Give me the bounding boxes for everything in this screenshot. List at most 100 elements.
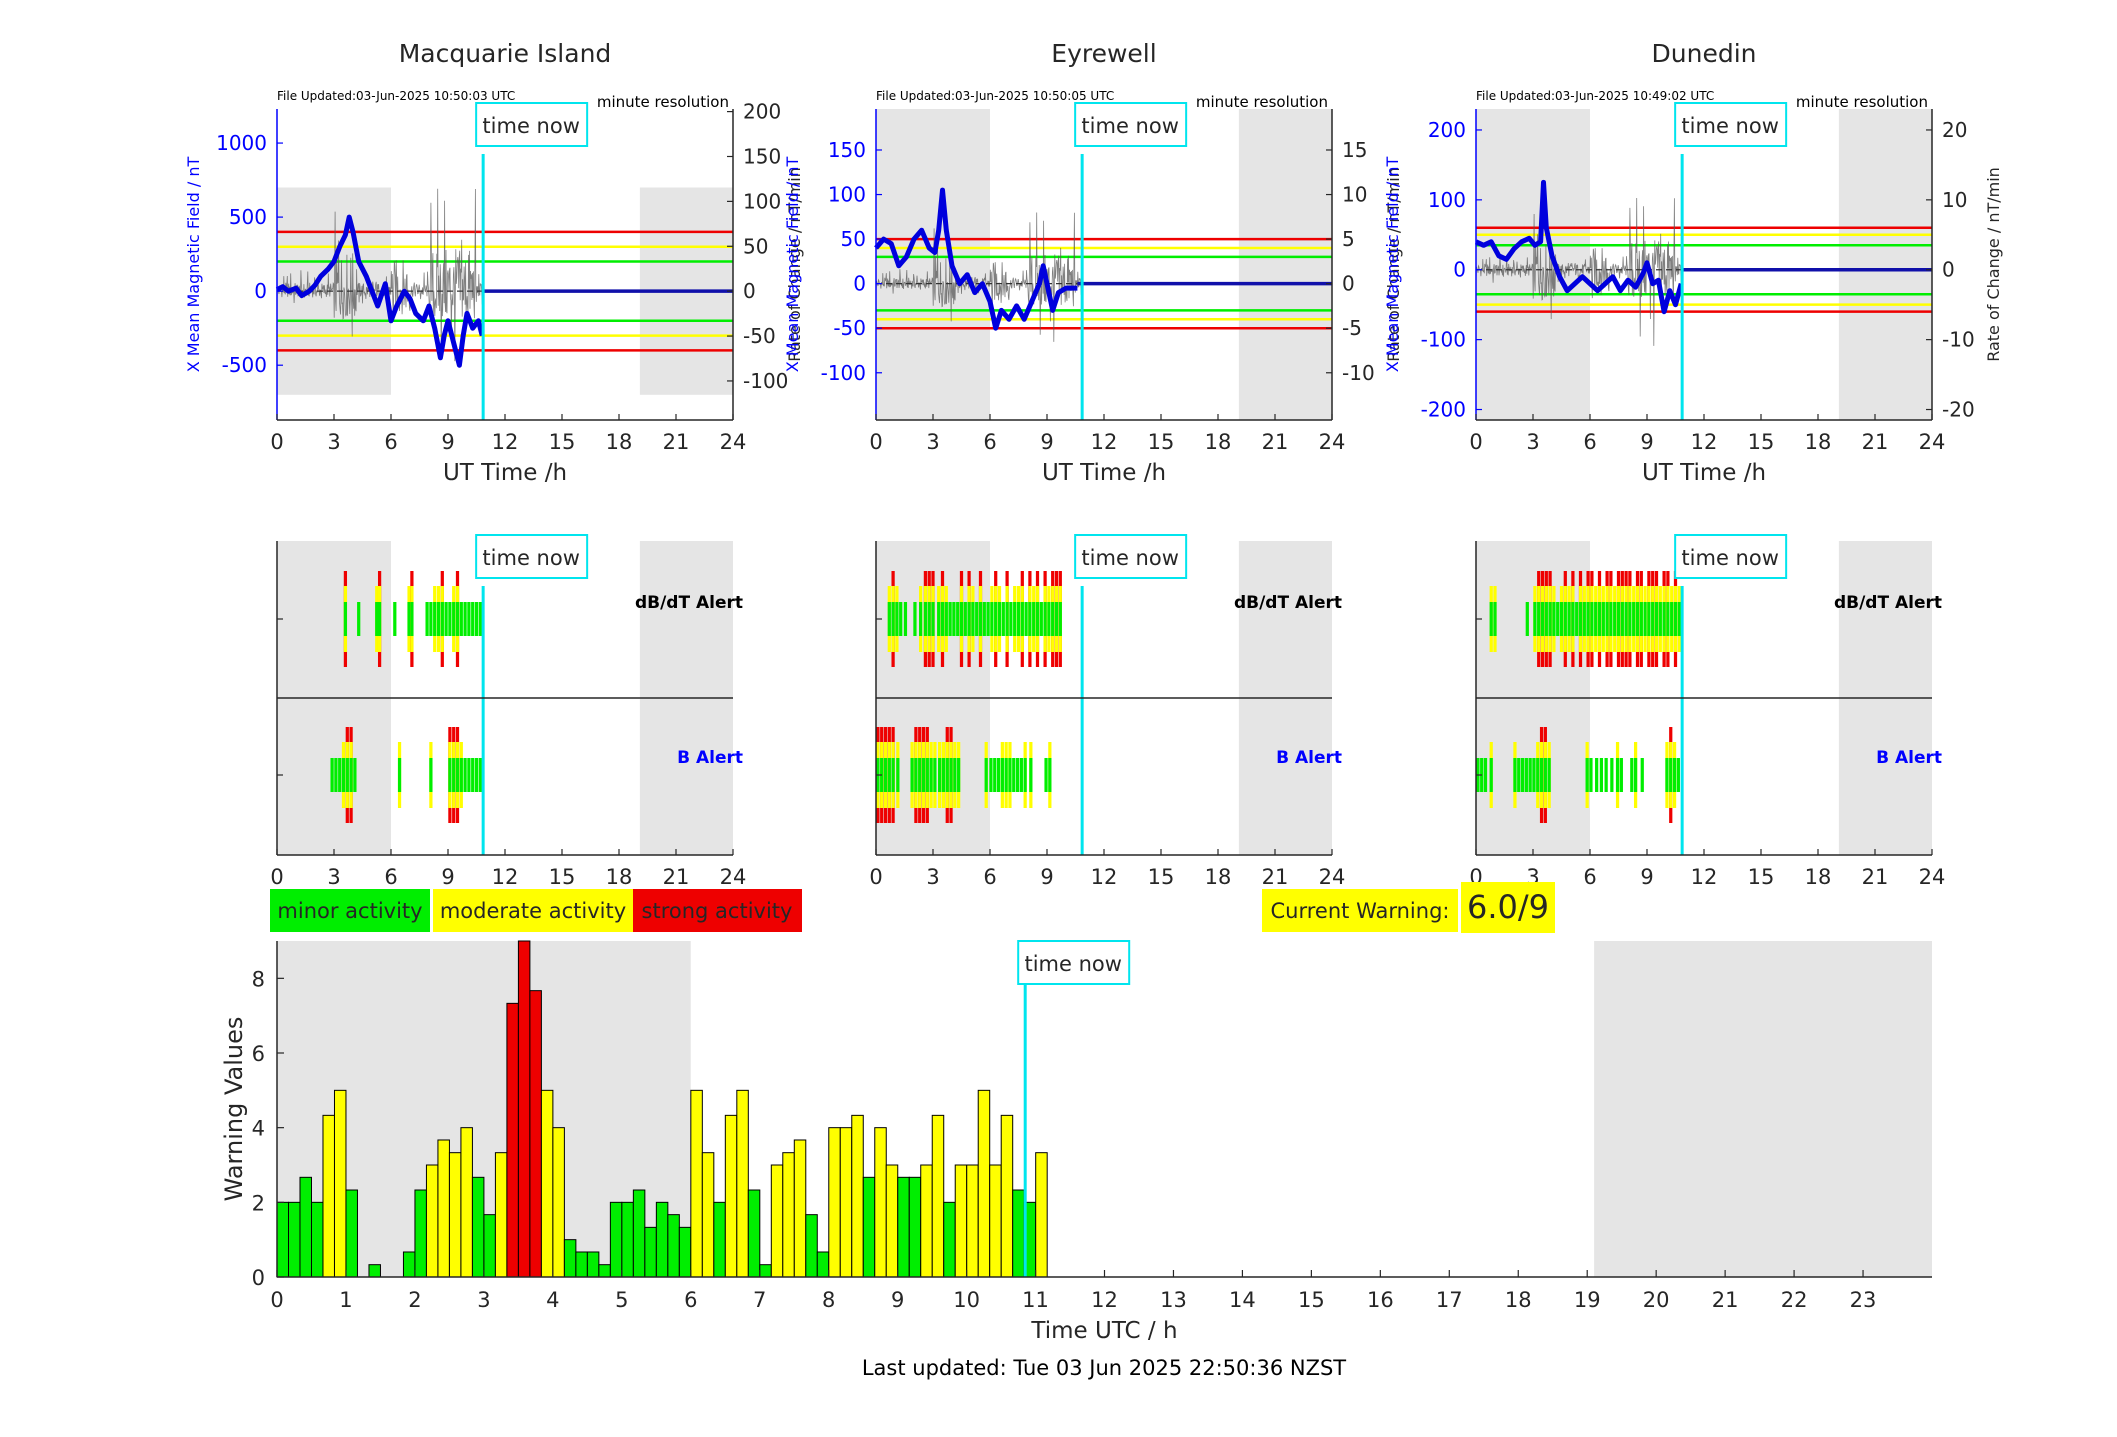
alert-0-b-bar-minor bbox=[471, 758, 475, 792]
station-1-ytick-left-label: -50 bbox=[833, 316, 866, 340]
legend-minor-label: minor activity bbox=[277, 899, 422, 923]
warning-chart-bar bbox=[862, 1176, 876, 1278]
warning-chart-bar bbox=[943, 1201, 956, 1278]
station-2-ytick-left-label: -200 bbox=[1421, 398, 1466, 422]
warning-chart-bar bbox=[816, 1251, 830, 1278]
alert-2-dbdt-bar-minor bbox=[1559, 602, 1564, 636]
alert-1-b-bar-minor bbox=[891, 758, 895, 792]
station-0-xtick-label: 3 bbox=[327, 430, 340, 454]
warning-chart-bar bbox=[621, 1201, 634, 1278]
alert-0-b-bar-minor bbox=[474, 758, 479, 792]
alert-1-dbdt-bar-minor bbox=[956, 602, 960, 636]
alert-1-b-bar-minor bbox=[933, 758, 937, 792]
warning-chart-xtick-label: 13 bbox=[1160, 1288, 1187, 1312]
alert-1-b-bar-minor bbox=[896, 758, 900, 792]
alert-1-b-bar-minor bbox=[1000, 758, 1004, 792]
alert-2-b-bar-minor bbox=[1610, 758, 1614, 792]
alert-1-dbdt-bar-minor bbox=[895, 602, 899, 636]
alert-0-dbdt-bar-minor bbox=[429, 602, 433, 636]
alert-0-xtick-label: 18 bbox=[606, 865, 633, 889]
alert-1-b-bar-minor bbox=[957, 758, 961, 792]
warning-chart-bar bbox=[920, 1164, 933, 1278]
alert-1-dbdt-bar-minor bbox=[1043, 602, 1047, 636]
alert-1-dbdt-bar-minor bbox=[1016, 602, 1021, 636]
alert-2-dbdt-bar-minor bbox=[1624, 602, 1628, 636]
alert-2-b-bar-minor bbox=[1676, 758, 1680, 792]
warning-chart-bar bbox=[310, 1201, 324, 1278]
alert-0-b-bar-minor bbox=[429, 758, 433, 792]
alert-1-b-bar-minor bbox=[925, 758, 929, 792]
station-1-xtick-label: 15 bbox=[1148, 430, 1175, 454]
alert-0-b-bar-minor bbox=[341, 758, 346, 792]
alert-1-b-bar-minor bbox=[938, 758, 942, 792]
station-0-ytick-right-label: 50 bbox=[743, 234, 768, 258]
warning-chart-xtick-label: 1 bbox=[339, 1288, 352, 1312]
station-1-ytick-right-label: -10 bbox=[1342, 361, 1375, 385]
warning-chart-bar bbox=[425, 1164, 439, 1278]
station-2-field-trace bbox=[1474, 179, 1684, 315]
alert-2-b-label: B Alert bbox=[1876, 748, 1942, 768]
station-1-ytick-right-label: 0 bbox=[1342, 272, 1355, 296]
alert-0-dbdt-bar-minor bbox=[474, 602, 479, 636]
alert-1-dbdt-bar-minor bbox=[1013, 602, 1017, 636]
alert-0-dbdt-label: dB/dT Alert bbox=[635, 593, 743, 613]
alert-2-dbdt-bar-minor bbox=[1643, 602, 1647, 636]
alert-2-dbdt-bar-minor bbox=[1586, 602, 1590, 636]
warning-chart-bar bbox=[908, 1176, 922, 1278]
warning-chart-bar bbox=[632, 1189, 646, 1278]
warning-chart-night-band bbox=[1594, 941, 1932, 1277]
alert-0-dbdt-bar-minor bbox=[471, 602, 475, 636]
warning-chart-bar bbox=[299, 1176, 312, 1278]
alert-2-time-now-box bbox=[1674, 534, 1788, 579]
warning-chart-xtick-label: 8 bbox=[822, 1288, 835, 1312]
warning-chart-bar bbox=[333, 1089, 347, 1278]
warning-chart-bar bbox=[609, 1201, 623, 1278]
station-1-ytick-left-label: 50 bbox=[841, 227, 866, 251]
station-0-time-now-label: time now bbox=[482, 114, 579, 138]
alert-0-b-bar-minor bbox=[330, 758, 334, 792]
alert-2-b-bar-minor bbox=[1517, 758, 1521, 792]
alert-2-b-bar-minor bbox=[1547, 758, 1551, 792]
alert-1-dbdt-bar-minor bbox=[1032, 602, 1036, 636]
warning-chart-xtick-label: 0 bbox=[270, 1288, 283, 1312]
alert-2-dbdt-bar-minor bbox=[1556, 602, 1560, 636]
legend-moderate-swatch bbox=[433, 889, 633, 932]
alert-2-b-bar-minor bbox=[1595, 758, 1599, 792]
current-warning-label: Current Warning: bbox=[1271, 899, 1450, 923]
warning-chart-ytick-label: 4 bbox=[252, 1117, 265, 1141]
warning-chart-bar bbox=[989, 1164, 1002, 1278]
warning-chart-bar bbox=[276, 1201, 289, 1278]
alert-2-xtick-label: 24 bbox=[1919, 865, 1946, 889]
alert-0-b-bar-minor bbox=[334, 758, 338, 792]
station-0-ytick-left-label: 500 bbox=[229, 205, 267, 229]
alert-2-dbdt-bar-minor bbox=[1590, 602, 1594, 636]
alert-1-dbdt-bar-minor bbox=[1005, 602, 1009, 636]
station-0-title: Macquarie Island bbox=[399, 39, 612, 68]
station-2-xtick-label: 0 bbox=[1469, 430, 1482, 454]
warning-chart-bar bbox=[575, 1251, 588, 1278]
alert-1-dbdt-bar-minor bbox=[952, 602, 956, 636]
alert-2-b-bar-minor bbox=[1615, 758, 1620, 792]
warning-chart-bar bbox=[828, 1127, 841, 1278]
alert-0-xtick-label: 24 bbox=[720, 865, 747, 889]
station-2-ytick-left-label: -100 bbox=[1421, 328, 1466, 352]
station-2-xtick-label: 24 bbox=[1919, 430, 1946, 454]
alert-2-dbdt-bar-minor bbox=[1533, 602, 1537, 636]
station-1-resolution: minute resolution bbox=[1196, 93, 1328, 111]
station-1-xtick-label: 9 bbox=[1040, 430, 1053, 454]
station-2-ytick-left-label: 0 bbox=[1453, 258, 1466, 282]
alert-2-b-bar-minor bbox=[1528, 758, 1532, 792]
alert-1-dbdt-bar-minor bbox=[1024, 602, 1028, 636]
alert-2-xtick-label: 15 bbox=[1748, 865, 1775, 889]
alert-0-b-bar-minor bbox=[448, 758, 452, 792]
warning-chart-bar bbox=[874, 1127, 887, 1278]
alert-0-dbdt-bar-minor bbox=[433, 602, 437, 636]
station-2-ytick-right-label: 0 bbox=[1942, 258, 1955, 282]
alert-2-b-bar-minor bbox=[1536, 758, 1540, 792]
warning-chart-bar bbox=[287, 1201, 301, 1278]
warning-chart-xtick-label: 17 bbox=[1436, 1288, 1463, 1312]
alert-1-dbdt-bar-minor bbox=[923, 602, 928, 636]
alert-1-b-bar-minor bbox=[941, 758, 946, 792]
alert-0-b-bar-minor bbox=[353, 758, 357, 792]
alert-2-dbdt-bar-minor bbox=[1537, 602, 1541, 636]
